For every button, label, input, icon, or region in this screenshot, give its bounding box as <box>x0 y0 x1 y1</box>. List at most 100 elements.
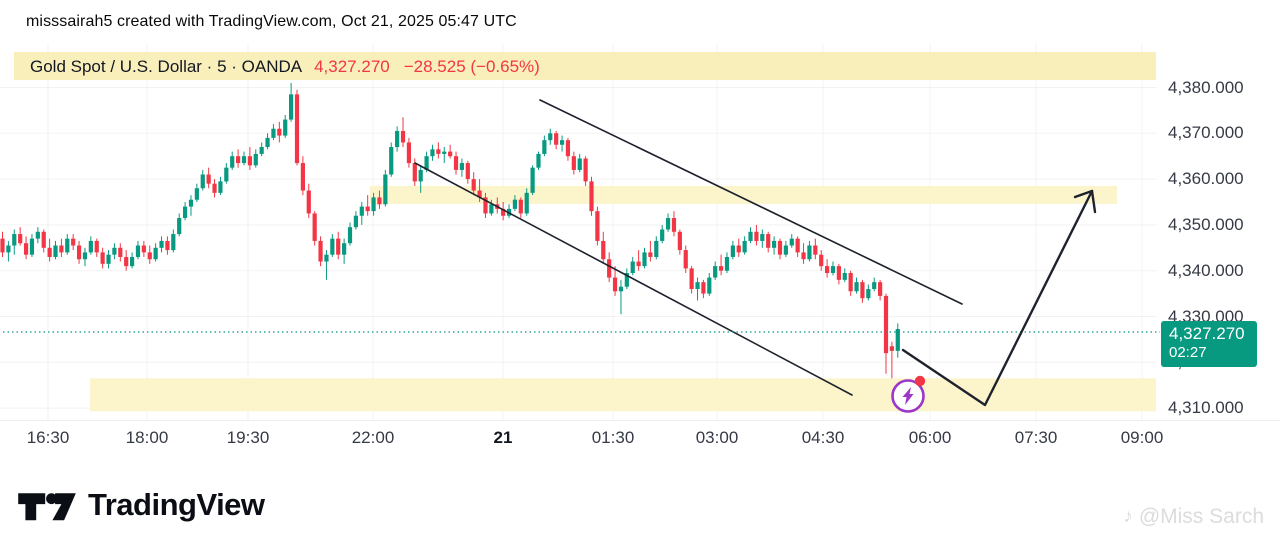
candle-body <box>624 272 629 287</box>
candle-body <box>559 140 565 145</box>
candle-body <box>636 261 641 267</box>
time-axis-label: 18:00 <box>125 428 169 447</box>
trendline-upper[interactable] <box>539 99 963 305</box>
candle-body <box>400 131 406 143</box>
candle-body <box>188 199 194 207</box>
candle-body <box>194 188 199 200</box>
symbol-title[interactable]: Gold Spot / U.S. Dollar · 5 · OANDA <box>30 57 303 76</box>
candle-body <box>789 238 794 246</box>
trendline-lower[interactable] <box>414 162 853 396</box>
candle-body <box>748 231 753 241</box>
candle-body <box>612 277 618 292</box>
tradingview-logo[interactable]: TradingView <box>18 486 265 524</box>
candle-body <box>660 229 665 241</box>
candle-body <box>448 151 453 157</box>
candle-body <box>671 218 677 232</box>
candle-body <box>0 238 5 253</box>
badge-price: 4,327.270 <box>1169 324 1245 343</box>
candle-body <box>813 245 818 255</box>
candle-body <box>465 163 470 180</box>
candle-body <box>577 158 582 170</box>
candle-body <box>6 245 11 253</box>
candle-body <box>895 329 900 351</box>
candle-body <box>29 238 35 255</box>
candle-body <box>489 204 494 214</box>
candle-body <box>124 256 129 267</box>
candle-body <box>713 266 718 278</box>
time-axis-label: 04:30 <box>801 428 845 447</box>
candle-body <box>365 206 370 212</box>
projection-arrow[interactable] <box>901 189 1094 407</box>
candle-body <box>459 163 465 170</box>
candle-body <box>854 282 859 292</box>
candle-body <box>271 128 276 138</box>
candle-body <box>112 247 117 255</box>
candle-body <box>289 94 294 120</box>
time-axis-label: 03:00 <box>695 428 739 447</box>
legend-last-price: 4,327.270 <box>314 57 390 76</box>
candle-body <box>807 245 812 260</box>
candle-body <box>171 234 176 251</box>
candle-body <box>247 156 252 166</box>
candle-body <box>47 247 52 257</box>
candle-body <box>518 199 523 214</box>
candle-body <box>654 240 659 257</box>
legend-highlight-band <box>14 52 1156 80</box>
projection-arrowhead <box>1073 189 1097 214</box>
time-axis-label: 16:30 <box>26 428 70 447</box>
candle-body <box>294 94 300 164</box>
candle-body <box>878 282 883 296</box>
candle-body <box>200 174 205 189</box>
candle-body <box>165 240 170 251</box>
candle-body <box>648 252 653 257</box>
candle-body <box>12 234 17 246</box>
candle-body <box>548 133 553 141</box>
candle-body <box>642 252 647 267</box>
candle-body <box>819 254 824 267</box>
candle-body <box>771 240 777 248</box>
watermark-handle: @Miss Sarch <box>1138 505 1264 528</box>
candle-body <box>35 231 40 239</box>
candle-body <box>342 243 347 255</box>
candle-body <box>889 346 894 351</box>
candle-body <box>65 238 70 253</box>
time-axis-label: 19:30 <box>226 428 270 447</box>
candle-body <box>23 243 29 255</box>
attribution-text: misssairah5 created with TradingView.com… <box>26 13 517 30</box>
candle-body <box>259 147 264 154</box>
candle-body <box>182 206 188 219</box>
tradingview-logo-icon <box>18 493 76 521</box>
candle-body <box>453 156 459 170</box>
time-axis-label: 01:30 <box>591 428 635 447</box>
price-axis-label: 4,360.000 <box>1168 169 1244 189</box>
candle-body <box>589 181 594 212</box>
candle-body <box>218 181 223 193</box>
candle-body <box>418 169 423 182</box>
candle-body <box>866 289 871 299</box>
candle-body <box>353 215 358 228</box>
candle-body <box>53 245 58 257</box>
candle-body <box>766 234 771 248</box>
candle-body <box>742 240 747 253</box>
candle-body <box>665 218 671 230</box>
lightning-alert-icon[interactable] <box>891 375 926 413</box>
candle-body <box>536 153 541 168</box>
candle-body <box>424 156 429 170</box>
candle-body <box>872 282 877 290</box>
candle-body <box>76 245 82 260</box>
time-axis-label: 21 <box>493 428 513 447</box>
candle-body <box>695 282 700 290</box>
time-axis-label: 22:00 <box>351 428 395 447</box>
candle-body <box>848 272 853 292</box>
candle-body <box>524 192 529 214</box>
time-axis-label: 09:00 <box>1120 428 1164 447</box>
candle-body <box>147 252 152 260</box>
candle-body <box>836 266 841 280</box>
candle-body <box>483 197 488 214</box>
candle-body <box>683 250 688 269</box>
candle-body <box>212 183 217 193</box>
symbol-legend[interactable]: Gold Spot / U.S. Dollar · 5 · OANDA 4,327… <box>30 54 540 80</box>
candle-body <box>224 167 229 182</box>
candle-body <box>324 254 329 262</box>
